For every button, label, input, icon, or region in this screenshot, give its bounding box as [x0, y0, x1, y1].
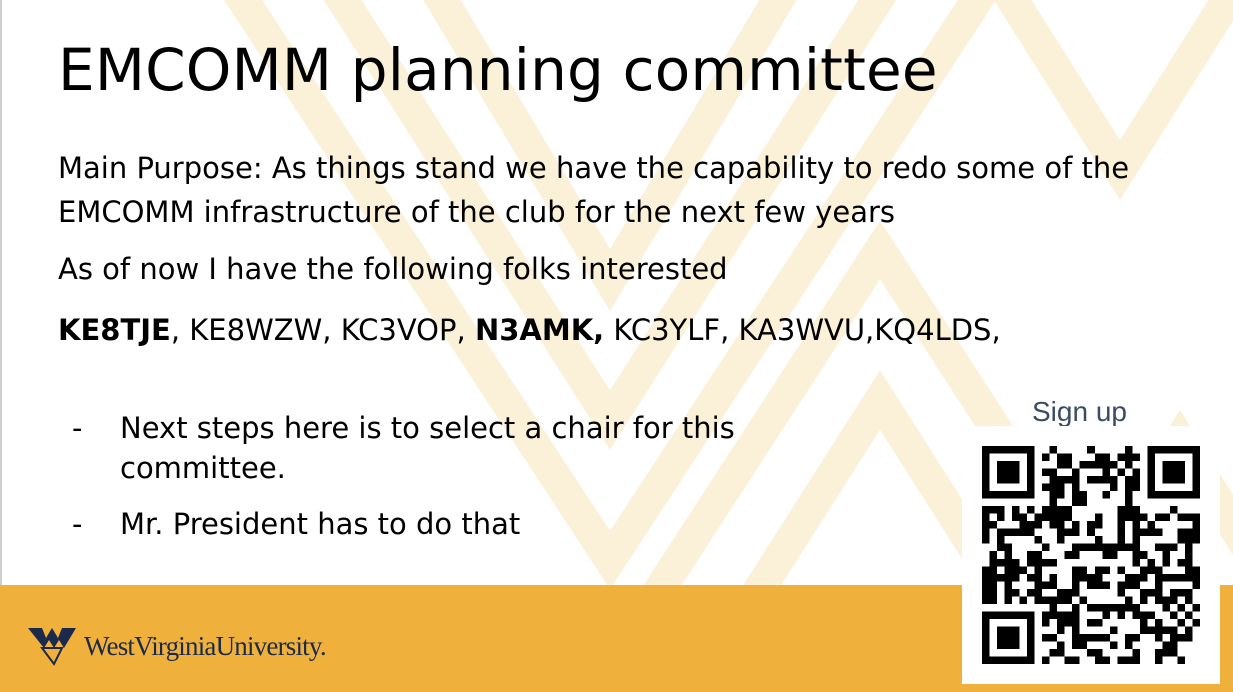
signup-label: Sign up — [1032, 396, 1127, 427]
slide-left-edge — [0, 0, 2, 692]
callsign-bold: KE8TJE — [58, 313, 171, 347]
bullet-marker: - — [72, 507, 83, 541]
qr-card[interactable] — [962, 426, 1220, 684]
qr-code-icon[interactable] — [982, 446, 1200, 664]
callsign-bold: N3AMK, — [474, 313, 605, 347]
bullet-text: Mr. President has to do that — [120, 507, 521, 541]
callsign-text: KC3YLF, KA3WVU,KQ4LDS, — [604, 313, 1001, 347]
bullet-item: - Mr. President has to do that — [72, 504, 812, 544]
bullet-item: - Next steps here is to select a chair f… — [72, 408, 812, 488]
bullet-text: Next steps here is to select a chair for… — [120, 411, 735, 485]
main-purpose-paragraph: Main Purpose: As things stand we have th… — [58, 151, 1130, 229]
wvu-logo: WestVirginiaUniversity. — [28, 622, 327, 670]
bullet-list: - Next steps here is to select a chair f… — [72, 408, 812, 560]
bullet-marker: - — [72, 411, 83, 445]
flying-wv-logo-icon — [28, 628, 76, 666]
callsign-text: , KE8WZW, KC3VOP, — [170, 313, 475, 347]
wvu-logo-text: WestVirginiaUniversity. — [84, 630, 327, 661]
slide-title: EMCOMM planning committee — [58, 36, 938, 104]
callsign-list: KE8TJE, KE8WZW, KC3VOP, N3AMK, KC3YLF, K… — [58, 308, 1001, 352]
interested-folks-paragraph: As of now I have the following folks int… — [58, 252, 728, 286]
